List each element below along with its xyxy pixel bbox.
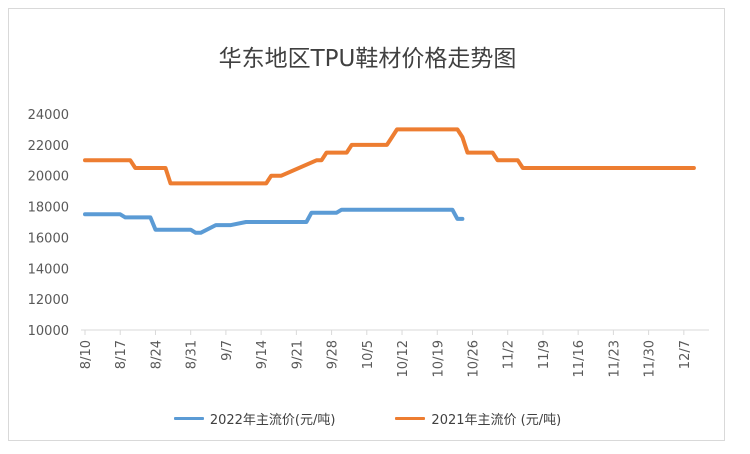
legend-swatch-2022	[173, 417, 204, 420]
legend-item-2021: 2021年主流价 (元/吨)	[395, 409, 561, 428]
chart-plot: 10000 12000 14000 16000 18000 20000 22000 24000…	[28, 108, 709, 377]
x-tick-label: 8/24	[149, 340, 164, 369]
x-tick-label: 9/7	[220, 340, 235, 361]
x-tick-label: 11/16	[572, 340, 587, 377]
series-group	[83, 127, 696, 235]
x-axis-ticks: 8/10 8/17 8/24 8/31 9/7 9/14 9/21 9/28 10/5 10/12…	[79, 330, 693, 377]
y-tick-label: 20000	[28, 170, 69, 185]
chart-frame: 华东地区TPU鞋材价格走势图 10000 12000 14000 16000 18000…	[8, 8, 725, 441]
y-tick-label: 14000	[28, 262, 69, 277]
y-tick-label: 10000	[28, 324, 69, 339]
x-tick-label: 11/2	[502, 340, 517, 369]
x-tick-label: 8/10	[79, 340, 94, 369]
x-tick-label: 10/12	[396, 340, 411, 377]
series-line-2022	[83, 207, 465, 235]
y-tick-label: 16000	[28, 231, 69, 246]
x-tick-label: 11/23	[607, 340, 622, 377]
x-tick-label: 11/9	[537, 340, 552, 369]
x-tick-label: 8/17	[114, 340, 129, 369]
x-tick-label: 9/28	[326, 340, 341, 369]
x-tick-label: 10/5	[361, 340, 376, 369]
x-tick-label: 8/31	[185, 340, 200, 369]
y-tick-label: 22000	[28, 139, 69, 154]
x-tick-label: 12/7	[678, 340, 693, 369]
chart-legend: 2022年主流价(元/吨) 2021年主流价 (元/吨)	[9, 409, 726, 428]
y-axis-ticks: 10000 12000 14000 16000 18000 20000 22000 24000	[28, 108, 69, 339]
y-tick-label: 18000	[28, 201, 69, 216]
legend-swatch-2021	[395, 417, 426, 420]
y-tick-label: 12000	[28, 293, 69, 308]
legend-item-2022: 2022年主流价(元/吨)	[173, 409, 336, 428]
x-tick-label: 10/19	[431, 340, 446, 377]
x-tick-label: 9/21	[290, 340, 305, 369]
series-line-2021	[83, 127, 696, 186]
x-tick-label: 10/26	[466, 340, 481, 377]
legend-label-2021: 2021年主流价 (元/吨)	[431, 413, 562, 428]
y-tick-label: 24000	[28, 108, 69, 123]
chart-title: 华东地区TPU鞋材价格走势图	[218, 46, 517, 72]
x-tick-label: 9/14	[255, 340, 270, 369]
legend-label-2022: 2022年主流价(元/吨)	[209, 413, 336, 428]
x-tick-label: 11/30	[643, 340, 658, 377]
